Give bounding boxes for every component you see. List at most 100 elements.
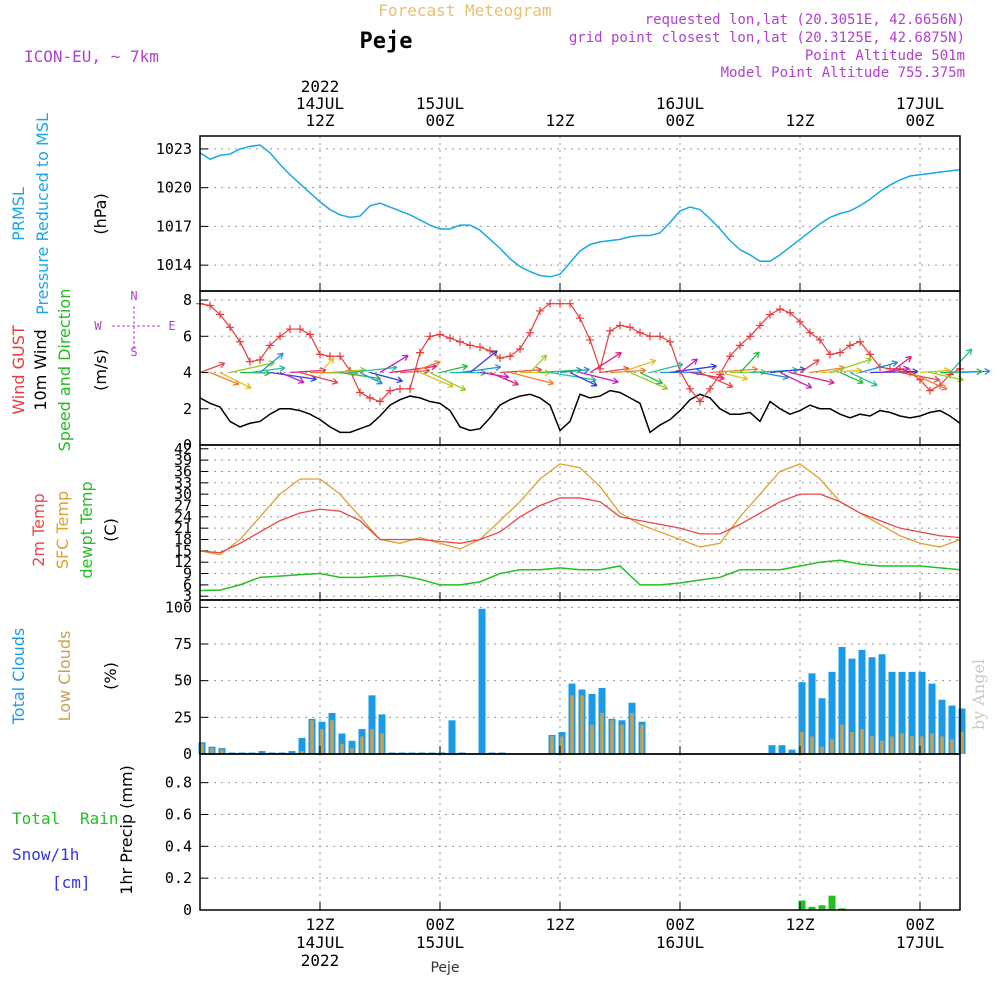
dewpt-line [199,559,961,592]
wind-arrow-head [540,354,548,361]
gust-marker [466,341,474,350]
low-cloud-bar [600,712,604,754]
wind-arrow-head [676,362,684,369]
temp-tick-label: 6 [183,576,192,594]
low-clouds-label: Low Clouds [55,631,74,722]
wind-tick-label: 8 [183,291,192,309]
wind-speed-line [199,389,961,434]
precip-tick-label: 0 [183,901,192,919]
total-cloud-bar [808,673,816,754]
wind-arrow [249,367,286,374]
total-cloud-bar [258,751,266,754]
low-cloud-bar [820,746,824,754]
low-cloud-bar [380,733,384,754]
total-cloud-bar [848,658,856,754]
wind-arrow [609,369,646,374]
pressure-label-2: Pressure Reduced to MSL [33,113,52,315]
low-cloud-bar [580,695,584,754]
gust-marker [336,352,344,361]
dewpt-label: dewpt Temp [77,481,96,578]
low-cloud-bar [940,736,944,754]
gust-marker [736,341,744,350]
wind-arrow-head [461,363,468,371]
gust-marker [696,397,704,406]
top-tick-label: 00Z [666,111,695,130]
gust-marker [286,325,294,334]
total-cloud-bar [298,737,306,754]
low-cloud-bar [330,720,334,754]
rain-bar [828,895,836,910]
wind-arrow [669,365,717,374]
wind-arrow [269,371,317,380]
gust-marker [866,350,874,359]
low-cloud-bar [220,749,224,754]
wind-arrow-head [277,352,284,360]
wind-arrow-head [218,361,226,369]
gust-marker [566,299,574,308]
wind-arrow-head [661,383,669,391]
bottom-tick-label: 2022 [301,951,340,970]
wind-arrow [219,371,252,389]
temp-tick-label: 30 [174,485,192,503]
temp-unit: (C) [101,518,120,542]
precip-cm-label: [cm] [52,873,91,892]
wind-arrow [759,371,789,379]
wind-arrow [379,354,409,374]
gust-marker [276,332,284,341]
wind-arrow [469,350,498,374]
gust-marker [906,368,914,377]
precip-tick-label: 0.6 [165,805,192,823]
gust-marker [646,332,654,341]
pressure-unit: (hPa) [91,193,110,234]
gust-marker [816,335,824,344]
wind-arrow [819,369,862,374]
gust-marker [836,348,844,357]
wind-arrow [229,361,275,374]
wind-arrow [959,370,990,374]
gust-marker [526,328,534,337]
temp-tick-label: 27 [174,496,192,514]
gust-marker [426,332,434,341]
wind-arrow [789,371,835,384]
clouds-tick-label: 75 [174,635,192,653]
low-cloud-bar [310,720,314,754]
gust-marker [366,393,374,402]
wind-arrow-head [984,368,991,375]
top-tick-label: 00Z [426,111,455,130]
gust-marker [416,348,424,357]
low-cloud-bar [910,736,914,754]
gust-marker [356,388,364,397]
low-cloud-bar [360,736,364,754]
bottom-tick-label: 12Z [546,915,575,934]
wind-arrow [709,368,758,374]
temp-tick-label: 12 [174,553,192,571]
compass-cross [112,306,160,350]
wind-arrow-head [327,357,335,364]
wind-arrow [919,369,950,374]
wind-arrow-head [656,378,664,385]
gust-marker [506,352,514,361]
gust-marker [706,384,714,393]
compass-n: N [130,289,137,303]
total-cloud-bar [898,671,906,754]
compass-e: E [168,319,175,333]
low-cloud-bar [630,712,634,754]
gust-marker [636,328,644,337]
total-cloud-bar [828,671,836,754]
gust-marker [846,341,854,350]
wind-arrow [359,371,383,385]
low-cloud-bar [620,724,624,754]
pressure-line [199,144,961,278]
wind-arrow [209,371,240,385]
total-cloud-bar [788,749,796,754]
wind-arrow-head [871,380,878,387]
temp-tick-label: 33 [174,474,192,492]
gust-marker [206,301,214,310]
wind-arrow-head [805,382,813,389]
wind-arrow [809,367,845,374]
wind-arrow [629,371,668,390]
bottom-tick-label: 00Z [426,915,455,934]
pressure-tick-label: 1014 [156,256,192,274]
wind-arrow [369,371,403,382]
total-clouds-label: Total Clouds [9,628,28,726]
